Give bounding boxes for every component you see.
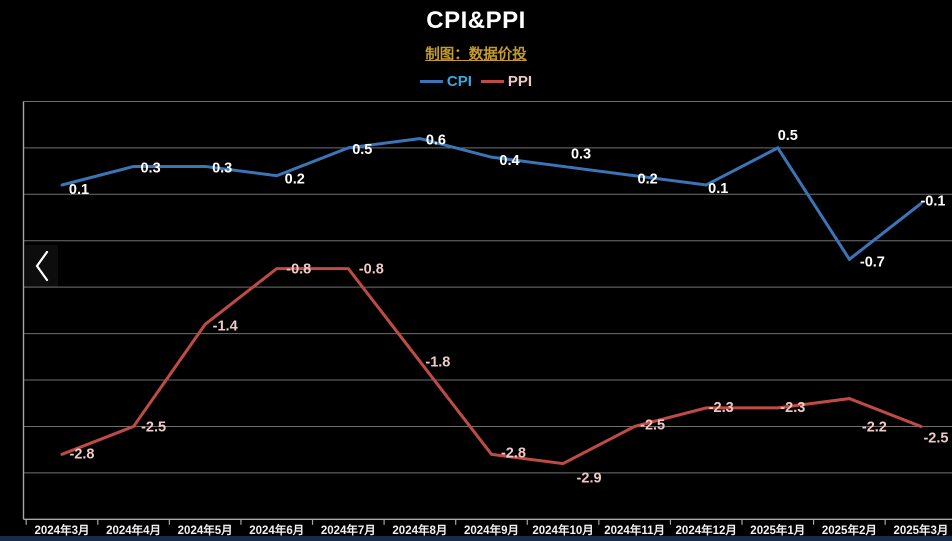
- cpi-data-label: -0.1: [920, 194, 945, 210]
- ppi-data-label: -2.8: [501, 445, 526, 461]
- ppi-data-label: -2.5: [141, 419, 166, 435]
- ppi-data-label: -1.4: [213, 318, 238, 334]
- chevron-left-icon: [35, 250, 48, 282]
- cpi-line: [60, 137, 923, 262]
- cpi-data-label: 0.5: [778, 128, 798, 144]
- x-axis-label: 2025年3月: [893, 523, 948, 537]
- cpi-data-label: 0.3: [140, 160, 160, 176]
- ppi-data-label: -0.8: [359, 262, 384, 278]
- ppi-data-label: -2.5: [640, 417, 665, 433]
- cpi-data-label: 0.2: [285, 172, 305, 188]
- chart-header: CPI&PPI 制图：数据价投 CPI PPI: [0, 0, 952, 90]
- x-axis-label: 2024年3月: [35, 523, 90, 537]
- x-axis-label: 2024年10月: [532, 523, 593, 537]
- x-axis-label: 2024年12月: [676, 523, 737, 537]
- x-axis-label: 2024年7月: [321, 523, 376, 537]
- ppi-line: [60, 267, 923, 466]
- ppi-data-label: -2.9: [577, 471, 602, 487]
- x-axis-label: 2024年8月: [392, 523, 447, 537]
- ppi-data-label: -2.8: [70, 446, 95, 462]
- legend-label-ppi: PPI: [507, 73, 533, 90]
- x-axis-label: 2024年4月: [106, 523, 161, 537]
- cpi-data-label: 0.3: [571, 146, 591, 162]
- cpi-line-swatch: [419, 80, 443, 83]
- x-axis-label: 2024年6月: [249, 523, 304, 537]
- ppi-data-label: -0.8: [286, 262, 311, 278]
- ppi-data-label: -1.8: [425, 354, 450, 370]
- ppi-data-label: -2.5: [923, 430, 948, 446]
- ppi-line-swatch: [480, 80, 504, 83]
- ppi-data-label: -2.3: [780, 400, 805, 416]
- carousel-back-button[interactable]: [25, 245, 58, 287]
- x-axis-label: 2025年1月: [750, 523, 805, 537]
- cpi-data-label: 0.5: [352, 142, 372, 158]
- cpi-data-label: -0.7: [860, 254, 885, 270]
- cpi-data-label: 0.1: [69, 182, 89, 198]
- cpi-data-label: 0.2: [638, 172, 658, 188]
- page-subtitle: 制图：数据价投: [425, 47, 527, 63]
- ppi-data-label: -2.3: [709, 400, 734, 416]
- legend-label-cpi: CPI: [446, 73, 472, 90]
- ppi-data-label: -2.2: [862, 420, 887, 436]
- legend-item-ppi: PPI: [480, 73, 533, 90]
- x-axis-label: 2024年9月: [464, 523, 519, 537]
- cpi-data-label: 0.4: [499, 153, 519, 169]
- bottom-border-strip: [0, 536, 952, 541]
- legend-item-cpi: CPI: [419, 73, 472, 90]
- cpi-data-label: 0.3: [212, 160, 232, 176]
- page-title: CPI&PPI: [426, 7, 526, 34]
- cpi-data-label: 0.1: [708, 181, 728, 197]
- x-axis-label: 2024年5月: [178, 523, 233, 537]
- cpi-data-label: 0.6: [426, 133, 446, 149]
- x-axis-label: 2024年11月: [604, 523, 665, 537]
- x-axis-label: 2025年2月: [822, 523, 877, 537]
- chart-legend: CPI PPI: [0, 73, 952, 90]
